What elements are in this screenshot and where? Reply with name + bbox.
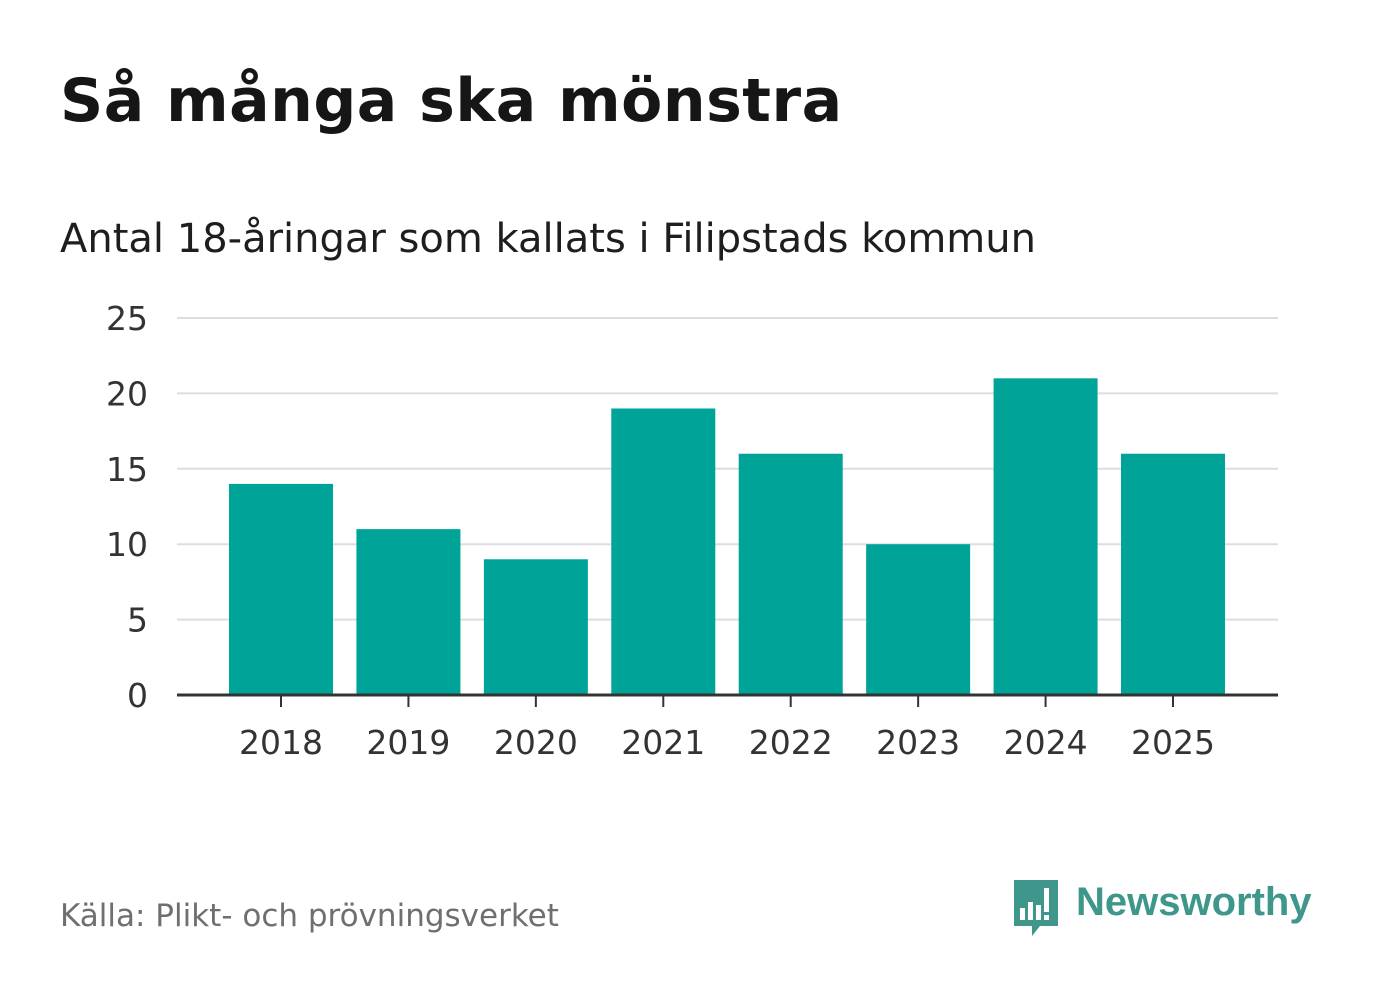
axes — [177, 693, 1278, 707]
gridlines — [177, 317, 1278, 621]
x-tick-label: 2018 — [239, 723, 323, 762]
y-tick-label: 20 — [106, 374, 148, 413]
brand-name: Newsworthy — [1076, 879, 1312, 924]
bar-2025 — [1121, 453, 1225, 695]
x-tick-label: 2025 — [1131, 723, 1215, 762]
y-tick-label: 5 — [127, 601, 148, 640]
x-tick-label: 2021 — [621, 723, 705, 762]
x-tick-label: 2023 — [876, 723, 960, 762]
x-tick-label: 2019 — [366, 723, 450, 762]
y-tick-label: 15 — [106, 450, 148, 489]
x-tick-label: 2024 — [1004, 723, 1088, 762]
y-tick-label: 0 — [127, 676, 148, 715]
bar-2022 — [738, 453, 843, 695]
bars — [229, 378, 1225, 695]
x-tick-label: 2020 — [494, 723, 578, 762]
y-tick-label: 10 — [106, 525, 148, 564]
bar-2019 — [356, 529, 461, 695]
bar-2023 — [866, 544, 971, 695]
bar-2020 — [483, 559, 588, 695]
bar-2021 — [611, 408, 716, 695]
newsworthy-logo-icon — [1014, 880, 1058, 936]
chart-subtitle: Antal 18-åringar som kallats i Filipstad… — [60, 216, 1036, 262]
bar-2024 — [993, 378, 1098, 695]
y-tick-label: 25 — [106, 299, 148, 338]
source-note: Källa: Plikt- och prövningsverket — [60, 898, 559, 934]
bar-2018 — [229, 483, 333, 695]
x-tick-label: 2022 — [749, 723, 833, 762]
chart-title: Så många ska mönstra — [60, 66, 843, 136]
newsworthy-brand: Newsworthy — [1010, 876, 1312, 940]
